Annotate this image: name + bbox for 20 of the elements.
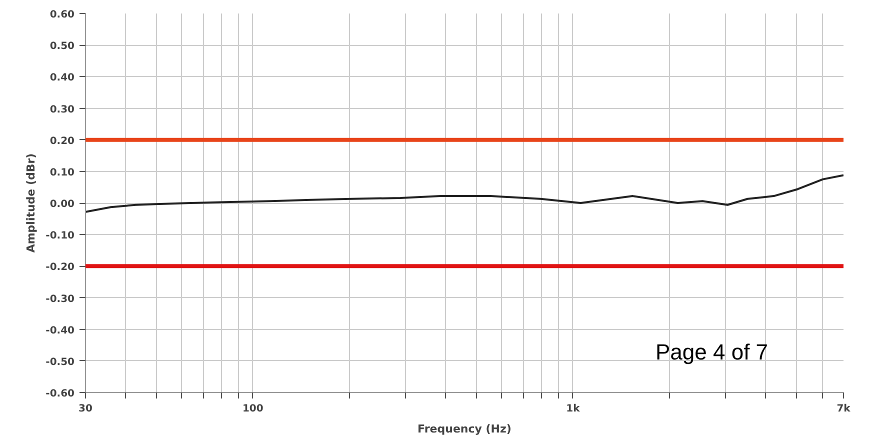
x-tick-label: 100: [242, 404, 264, 414]
y-tick-label: -0.50: [46, 356, 75, 368]
x-tick-label: 1k: [566, 404, 580, 414]
y-tick-label: 0.10: [50, 167, 75, 178]
y-tick-label: 0.20: [50, 136, 75, 147]
annotation: Page 4 of 7: [656, 340, 768, 364]
y-tick-label: 0.40: [50, 72, 75, 84]
y-tick-label: 0.00: [50, 199, 75, 210]
y-tick-label: 0.50: [50, 41, 75, 52]
y-tick-label: -0.30: [46, 294, 75, 305]
y-axis-title: Amplitude (dBr): [24, 153, 38, 253]
y-tick-label: -0.60: [46, 388, 75, 400]
x-axis-title: Frequency (Hz): [418, 422, 512, 436]
y-tick-label: -0.20: [46, 262, 75, 274]
y-tick-label: -0.10: [46, 230, 75, 242]
x-tick-label: 30: [78, 404, 92, 414]
y-tick-label: -0.40: [46, 325, 75, 336]
x-tick-label: 7k: [836, 404, 851, 414]
y-tick-label: 0.30: [50, 104, 75, 116]
y-tick-label: 0.60: [50, 10, 75, 20]
